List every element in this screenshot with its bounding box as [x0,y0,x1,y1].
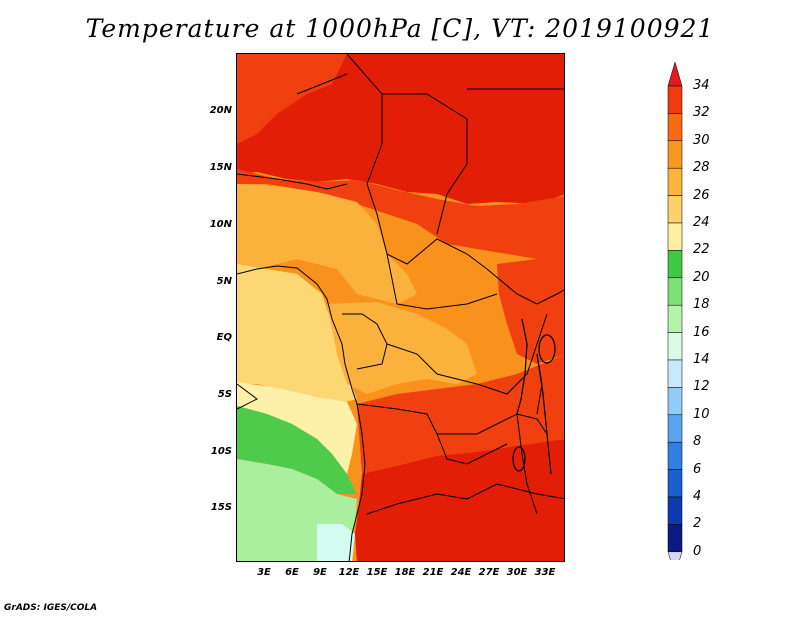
lat-label-eq: EQ [216,332,232,343]
lon-label-9e: 9E [313,567,327,578]
map-panel [236,53,565,562]
colorbar-label: 30 [693,132,710,148]
region-redorange-sahel [237,169,564,259]
colorbar: 34 32 30 28 26 24 22 20 18 16 14 12 10 8 6 4 2 0 [660,60,760,577]
colorbar-label: 16 [693,324,710,340]
region-red-sahara [237,54,564,204]
colorbar-label: 2 [693,516,702,532]
colorbar-label: 20 [693,269,710,285]
colorbar-label: 14 [693,352,710,367]
lat-label-15s: 15S [210,502,232,513]
colorbar-under-triangle [667,551,683,577]
colorbar-label: 26 [693,187,710,203]
colorbar-label: 34 [693,78,710,93]
colorbar-swatch [667,469,683,498]
colorbar-swatch [667,195,683,224]
colorbar-swatches [667,61,683,577]
colorbar-label: 24 [693,215,710,230]
temperature-map [237,54,564,561]
lon-label-24e: 24E [450,567,472,578]
colorbar-label: 28 [693,160,710,176]
plot-title: Temperature at 1000hPa [C], VT: 20191009… [85,14,715,43]
lakes [512,318,556,475]
lon-label-33e: 33E [534,567,556,578]
colorbar-swatch [667,113,683,142]
lat-label-5n: 5N [216,276,232,287]
colorbar-swatch [667,304,683,333]
colorbar-swatch [667,277,683,306]
colorbar-swatch [667,359,683,388]
colorbar-label: 22 [693,242,710,258]
colorbar-swatch [667,387,683,416]
lat-label-10n: 10N [209,219,232,230]
colorbar-label: 12 [693,379,710,395]
lon-label-15e: 15E [366,567,388,578]
country-borders [237,54,564,561]
region-lightorange-west [237,184,417,304]
lon-label-18e: 18E [394,567,416,578]
lat-label-5s: 5S [217,389,232,400]
region-lightorange-congo [327,302,477,394]
colorbar-label: 6 [693,461,702,477]
lon-label-27e: 27E [478,567,500,578]
region-cyan-namibe [317,524,355,561]
lat-label-15n: 15N [209,162,232,173]
region-redorange-east [497,254,564,364]
colorbar-swatch [667,496,683,525]
colorbar-label: 4 [693,489,702,504]
credit-text: GrADS: IGES/COLA [4,603,98,613]
colorbar-swatch [667,524,683,553]
region-pale-atlantic [237,382,357,474]
colorbar-swatch [667,140,683,169]
colorbar-label: 0 [693,543,702,559]
region-redorange-nw [237,54,347,144]
lon-label-6e: 6E [285,567,299,578]
colorbar-label: 8 [693,434,702,450]
colorbar-swatch [667,441,683,470]
colorbar-swatch [667,167,683,196]
lat-label-20n: 20N [209,105,232,116]
colorbar-label: 18 [693,297,710,313]
region-redorange-south [357,354,564,474]
lon-label-21e: 21E [422,567,444,578]
colorbar-label: 32 [693,105,710,121]
region-green-sw [237,406,357,494]
lat-label-10s: 10S [210,446,232,457]
colorbar-over-triangle [667,61,683,87]
colorbar-swatch [667,414,683,443]
colorbar-label: 10 [693,406,710,422]
region-red-south [355,439,564,561]
colorbar-swatch [667,250,683,279]
region-yellow-guinea [237,264,357,404]
lon-label-30e: 30E [506,567,528,578]
colorbar-swatch [667,332,683,361]
lon-label-3e: 3E [257,567,271,578]
colorbar-swatch [667,222,683,251]
colorbar-swatch [667,85,683,114]
lon-label-12e: 12E [338,567,360,578]
